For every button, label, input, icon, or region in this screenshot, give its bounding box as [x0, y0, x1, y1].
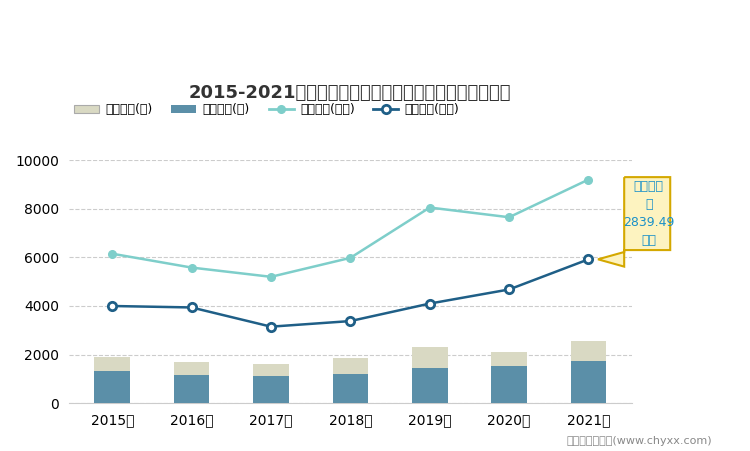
Bar — [174, 375, 209, 403]
出让面积(万㎡) — [425, 205, 434, 210]
Bar — [412, 347, 448, 403]
Bar — [412, 368, 448, 403]
出让面积(万㎡) — [505, 215, 514, 220]
Bar — [174, 363, 209, 403]
成交面积(万㎡) — [266, 324, 275, 329]
出让面积(万㎡) — [266, 274, 275, 280]
Legend: 出让宗数(宗), 成交宗数(宗), 出让面积(万㎡), 成交面积(万㎡): 出让宗数(宗), 成交宗数(宗), 出让面积(万㎡), 成交面积(万㎡) — [69, 98, 464, 121]
成交面积(万㎡) — [346, 318, 355, 324]
Bar — [491, 366, 527, 403]
Bar — [571, 361, 606, 403]
出让面积(万㎡) — [584, 177, 593, 182]
出让面积(万㎡) — [108, 251, 117, 257]
Bar — [491, 352, 527, 403]
成交面积(万㎡) — [425, 301, 434, 306]
Text: 未成交面
积
2839.49
万㎡: 未成交面 积 2839.49 万㎡ — [623, 180, 674, 247]
成交面积(万㎡) — [108, 303, 117, 308]
出让面积(万㎡) — [187, 265, 196, 270]
Bar — [94, 371, 130, 403]
Line: 出让面积(万㎡): 出让面积(万㎡) — [109, 176, 592, 281]
PathPatch shape — [598, 177, 670, 267]
成交面积(万㎡) — [505, 287, 514, 292]
成交面积(万㎡) — [584, 257, 593, 262]
Text: 制图：智研咨询(www.chyxx.com): 制图：智研咨询(www.chyxx.com) — [567, 437, 712, 446]
Bar — [254, 376, 289, 403]
Bar — [94, 357, 130, 403]
Bar — [571, 341, 606, 403]
Title: 2015-2021年甘肃省全部用地土地供应与成交情况统计图: 2015-2021年甘肃省全部用地土地供应与成交情况统计图 — [189, 83, 512, 101]
出让面积(万㎡) — [346, 255, 355, 261]
Bar — [254, 364, 289, 403]
Bar — [332, 374, 368, 403]
Bar — [332, 358, 368, 403]
成交面积(万㎡) — [187, 305, 196, 310]
Line: 成交面积(万㎡): 成交面积(万㎡) — [108, 255, 592, 331]
